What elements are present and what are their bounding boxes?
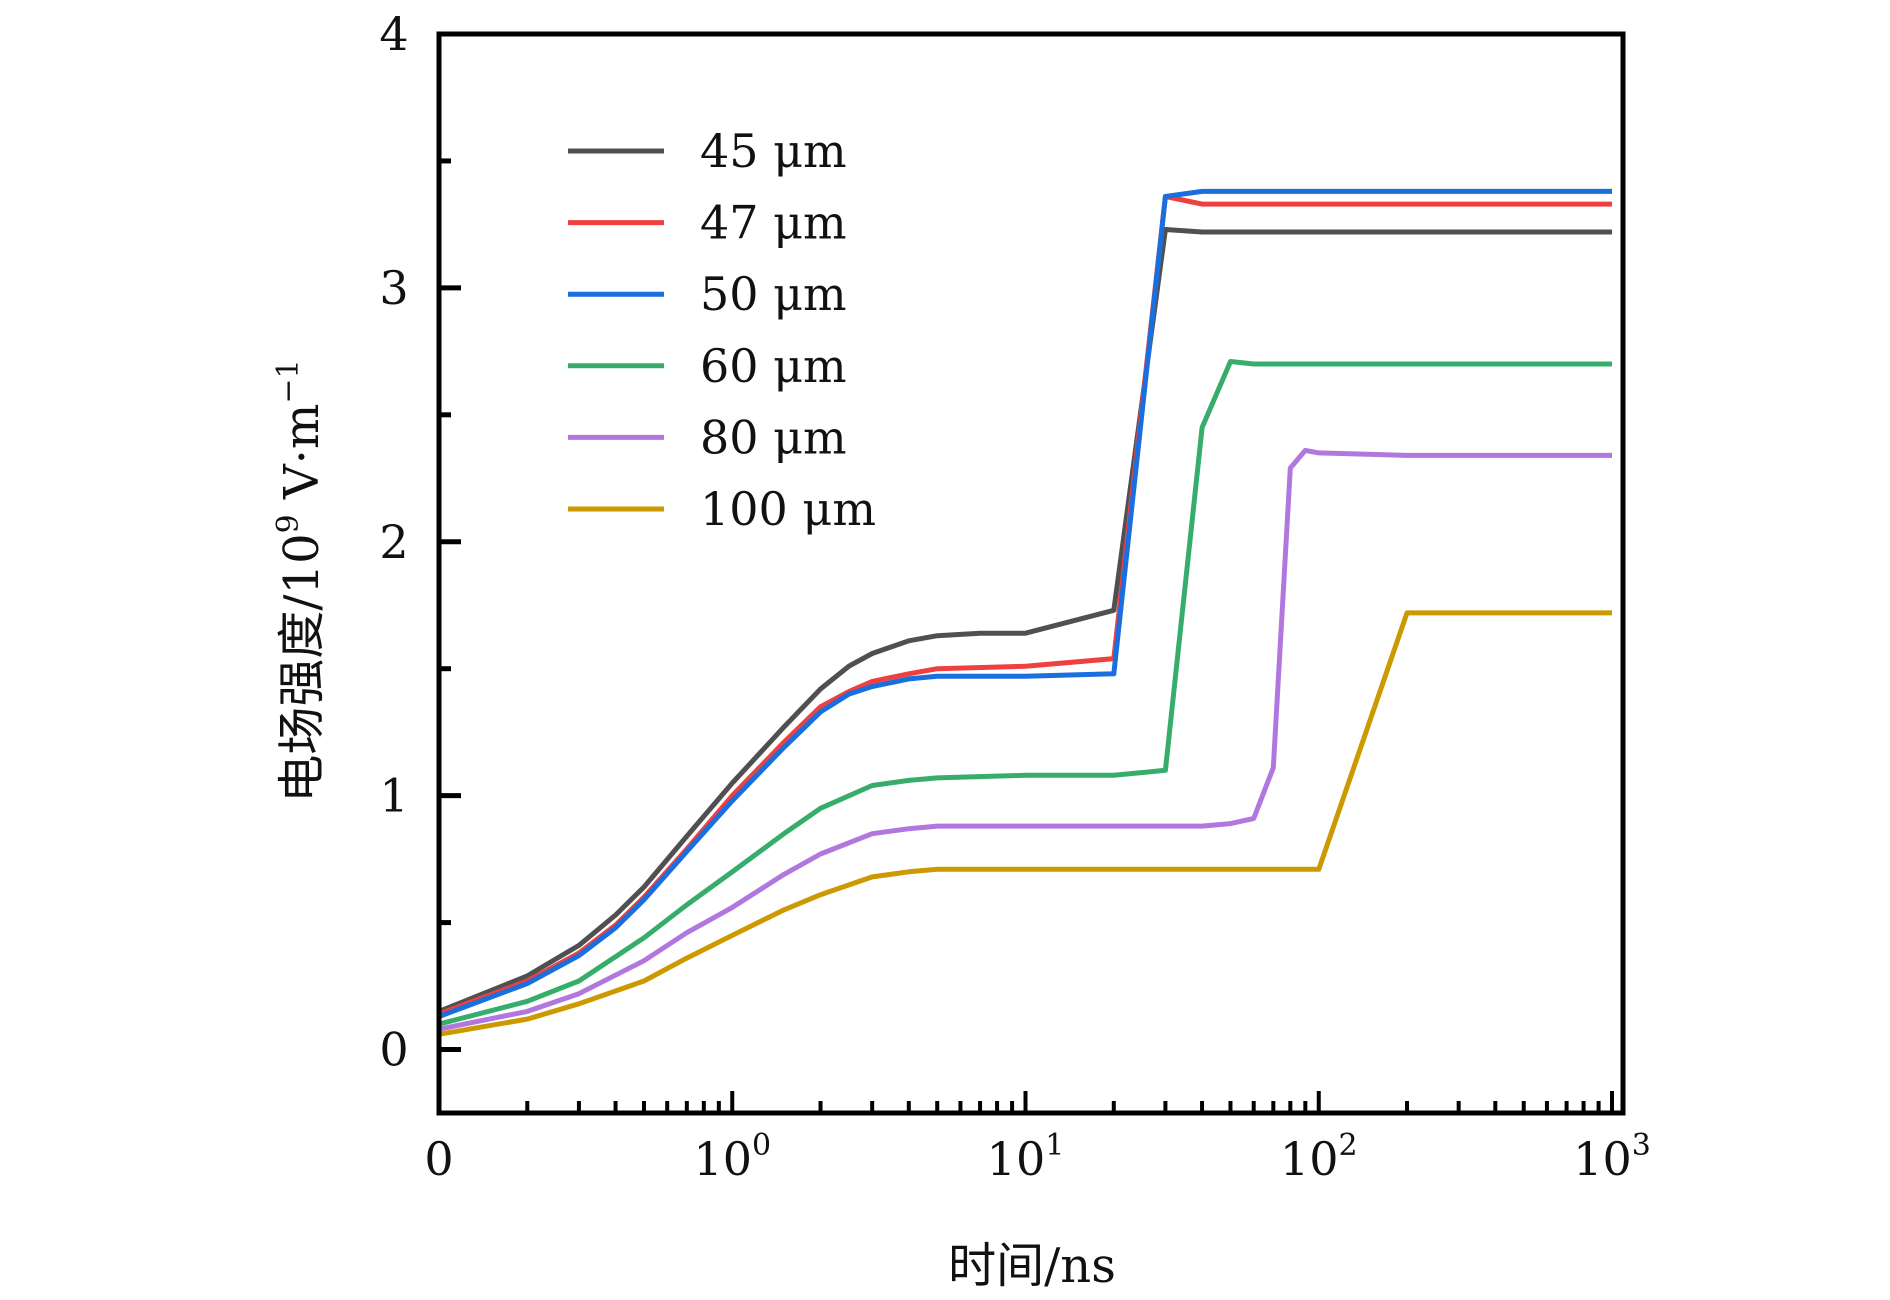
y-tick-label: 4 xyxy=(379,7,408,61)
y-axis-title-exp: 9 xyxy=(271,514,306,533)
x-tick-label: 100 xyxy=(693,1128,771,1186)
ticks-layer: 0 1 2 3 4 0 100 101 102 103 xyxy=(379,7,1650,1186)
legend-label-5: 100 μm xyxy=(700,482,876,536)
series-layer xyxy=(438,188,1612,1037)
x-tick-label: 0 xyxy=(424,1132,453,1186)
series-line-0 xyxy=(438,227,1612,1014)
legend-label-3: 60 μm xyxy=(700,339,847,393)
legend: 45 μm 47 μm 50 μm 60 μm 80 μm 100 μm xyxy=(568,124,876,536)
y-axis-title-unit-exp: −1 xyxy=(271,359,306,403)
y-tick-label: 0 xyxy=(379,1023,408,1077)
y-tick-label: 2 xyxy=(379,515,408,569)
x-tick-label: 103 xyxy=(1573,1128,1651,1186)
y-tick-label: 3 xyxy=(379,261,408,315)
y-axis-title: 电场强度/109 V·m−1 xyxy=(271,359,330,802)
x-axis-title: 时间/ns xyxy=(948,1238,1116,1294)
legend-label-4: 80 μm xyxy=(700,410,847,464)
legend-label-1: 47 μm xyxy=(700,196,847,250)
series-line-2 xyxy=(438,188,1612,1019)
y-tick-label: 1 xyxy=(379,769,408,823)
series-line-3 xyxy=(438,359,1612,1027)
series-line-1 xyxy=(438,194,1612,1017)
series-line-5 xyxy=(438,610,1612,1037)
x-tick-label: 102 xyxy=(1280,1128,1358,1186)
legend-label-0: 45 μm xyxy=(700,124,847,178)
x-tick-label: 101 xyxy=(987,1128,1065,1186)
plot-frame xyxy=(436,31,1626,1116)
series-line-4 xyxy=(438,447,1612,1032)
y-axis-title-main: 电场强度/10 xyxy=(274,533,330,802)
y-axis-title-unit: V·m xyxy=(274,404,330,515)
legend-label-2: 50 μm xyxy=(700,267,847,321)
